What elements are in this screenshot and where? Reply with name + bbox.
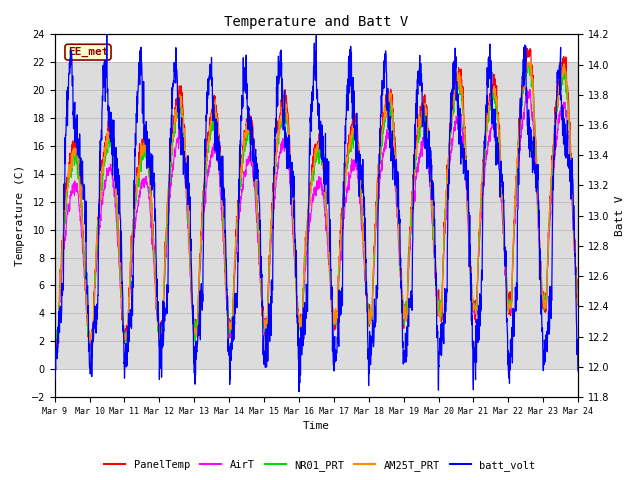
Y-axis label: Batt V: Batt V xyxy=(615,195,625,236)
Text: EE_met: EE_met xyxy=(68,47,108,57)
X-axis label: Time: Time xyxy=(303,421,330,432)
Y-axis label: Temperature (C): Temperature (C) xyxy=(15,165,25,266)
Bar xyxy=(54,62,578,369)
Title: Temperature and Batt V: Temperature and Batt V xyxy=(224,15,408,29)
Legend: PanelTemp, AirT, NR01_PRT, AM25T_PRT, batt_volt: PanelTemp, AirT, NR01_PRT, AM25T_PRT, ba… xyxy=(100,456,540,475)
